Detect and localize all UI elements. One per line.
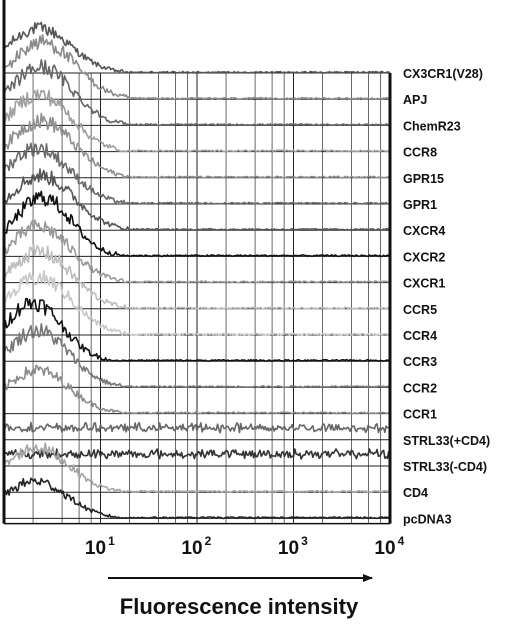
tick-exponent: 4 — [398, 534, 405, 548]
histogram-ccr4 — [3, 269, 391, 336]
x-tick-label: 10 2 — [181, 534, 211, 559]
series-label: CXCR1 — [403, 277, 445, 291]
histogram-cd4 — [3, 442, 391, 493]
histogram-strl33-cd4- — [3, 448, 391, 460]
histogram-apj — [3, 34, 391, 100]
series-label: CCR3 — [403, 355, 437, 369]
plot-frame — [2, 0, 392, 525]
histogram-strl33-cd4- — [3, 421, 391, 434]
histogram-cxcr2 — [3, 190, 391, 258]
series-label: STRL33(-CD4) — [403, 460, 487, 474]
series-label: CXCR4 — [403, 224, 445, 238]
tick-base: 10 — [181, 538, 202, 559]
tick-base: 10 — [85, 538, 106, 559]
series-label: GPR1 — [403, 198, 437, 212]
x-tick-label: 10 4 — [374, 534, 404, 559]
series-labels: CX3CR1(V28) APJ ChemR23 CCR8 GPR15 GPR1 CXCR4 C… — [403, 67, 490, 526]
histogram-ccr8 — [3, 89, 391, 153]
histogram-ccr3 — [3, 297, 391, 362]
series-label: pcDNA3 — [403, 512, 452, 526]
histogram-gpr15 — [3, 112, 391, 179]
series-label: STRL33(+CD4) — [403, 434, 490, 448]
x-tick-label: 10 3 — [278, 534, 308, 559]
histogram-ccr5 — [3, 243, 391, 310]
series-label: CCR1 — [403, 408, 437, 422]
tick-exponent: 3 — [301, 534, 308, 548]
tick-exponent: 1 — [108, 534, 115, 548]
series-label: CCR5 — [403, 303, 437, 317]
series-label: CCR4 — [403, 329, 437, 343]
series-label: GPR15 — [403, 172, 444, 186]
tick-base: 10 — [278, 538, 299, 559]
series-label: CD4 — [403, 486, 428, 500]
histogram-traces — [3, 21, 391, 520]
histogram-ccr1 — [3, 364, 391, 415]
x-tick-label: 10 1 — [85, 534, 115, 559]
series-label: CXCR2 — [403, 250, 445, 264]
histogram-ccr2 — [3, 323, 391, 389]
histogram-cxcr1 — [3, 219, 391, 284]
histogram-cx3cr1-v28- — [3, 21, 391, 74]
histogram-chemr23 — [3, 59, 391, 127]
x-tick-labels: 10 1 10 2 10 3 10 4 — [85, 534, 405, 559]
tick-base: 10 — [374, 538, 395, 559]
histogram-gpr1 — [3, 142, 391, 205]
series-label: CCR2 — [403, 381, 437, 395]
series-label: CX3CR1(V28) — [403, 67, 483, 81]
histogram-cxcr4 — [3, 168, 391, 231]
series-label: ChemR23 — [403, 119, 461, 133]
series-label: APJ — [403, 93, 427, 107]
x-axis-label: Fluorescence intensity — [120, 594, 359, 619]
histogram-pcdna3 — [3, 477, 391, 520]
tick-exponent: 2 — [205, 534, 212, 548]
series-label: CCR8 — [403, 146, 437, 160]
